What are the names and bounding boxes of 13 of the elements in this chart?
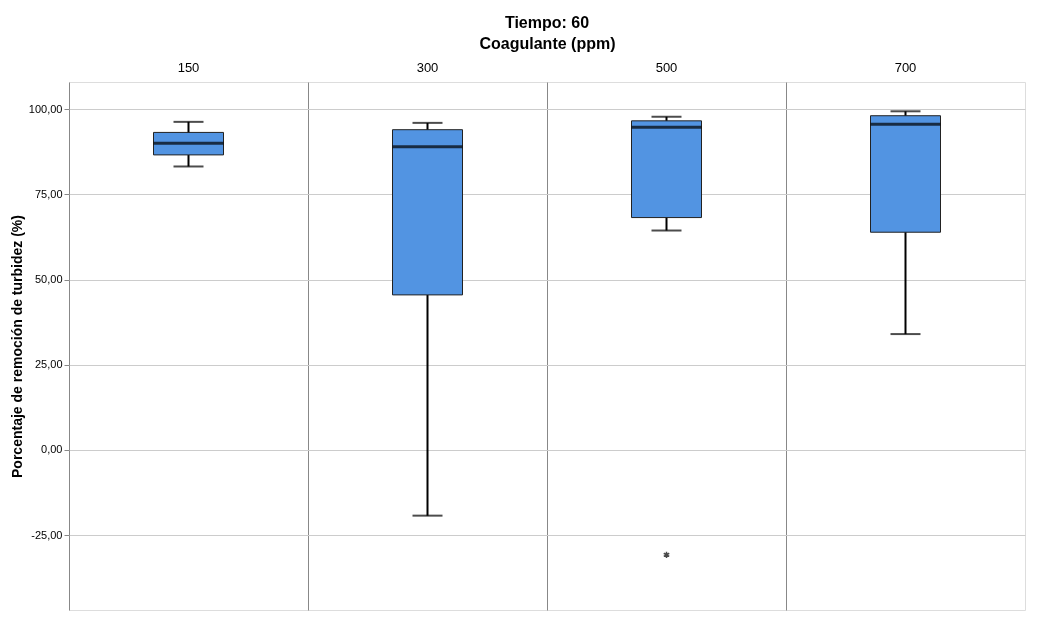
x-tick-label: 700 [894, 59, 917, 75]
x-tick-label: 150 [177, 59, 200, 75]
y-axis-title: Porcentaje de remoción de turbidez (%) [8, 215, 25, 478]
x-axis-title: Coagulante (ppm) [479, 34, 616, 52]
y-tick-label: 75,00 [34, 187, 63, 200]
x-tick-label: 300 [416, 59, 439, 75]
y-tick-label: 25,00 [34, 358, 63, 371]
y-tick-label: 50,00 [34, 273, 63, 286]
y-tick-label: 100,00 [28, 102, 63, 115]
y-tick-label: -25,00 [31, 528, 63, 541]
x-tick-label: 500 [655, 59, 678, 75]
y-tick-label: 0,00 [41, 443, 63, 456]
chart-title: Tiempo: 60 [504, 14, 590, 31]
